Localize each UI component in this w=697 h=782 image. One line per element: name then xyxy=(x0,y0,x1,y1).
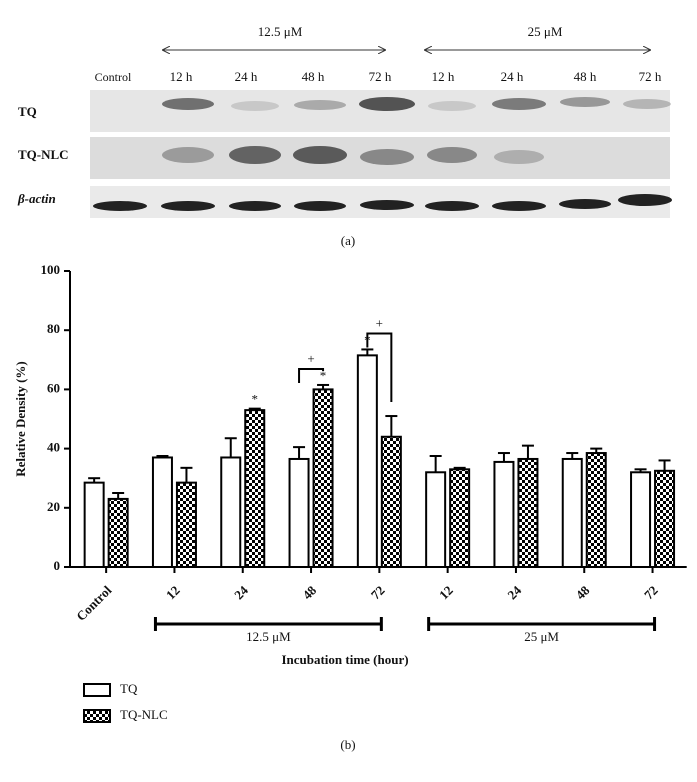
row-label: TQ xyxy=(18,104,37,119)
row-label: TQ-NLC xyxy=(18,147,69,162)
bar xyxy=(312,388,334,568)
bands xyxy=(93,97,672,211)
bar xyxy=(151,456,173,569)
legend-label: TQ-NLC xyxy=(120,707,168,722)
group-label: 12.5 μM xyxy=(246,629,291,644)
panel-caption: (b) xyxy=(340,737,355,752)
y-tick-label: 80 xyxy=(47,321,60,336)
lane-label: 24 h xyxy=(501,69,524,84)
bar xyxy=(380,435,402,569)
bar xyxy=(493,460,515,569)
bar xyxy=(175,481,197,569)
blot-strip xyxy=(90,90,670,132)
significance-mark: * xyxy=(252,392,259,407)
x-tick-label: 48 xyxy=(573,582,593,602)
blot-strip xyxy=(90,137,670,179)
blot-panel: 12.5 μM 25 μM Control 12 h 24 h 48 h 72 … xyxy=(17,24,672,248)
panel-caption: (a) xyxy=(341,233,355,248)
significance-mark: * xyxy=(320,368,327,383)
bar xyxy=(517,457,539,568)
comparison-mark: + xyxy=(307,351,314,366)
x-tick-label: 24 xyxy=(231,582,251,602)
y-tick-label: 100 xyxy=(41,262,61,277)
lane-label: 48 h xyxy=(302,69,325,84)
y-tick-label: 60 xyxy=(47,380,60,395)
x-tick-label: 48 xyxy=(299,582,319,602)
y-axis-label: Relative Density (%) xyxy=(13,361,28,477)
y-tick-label: 20 xyxy=(47,499,60,514)
bar xyxy=(561,457,583,568)
bar xyxy=(449,468,471,569)
x-tick-label: 24 xyxy=(504,582,524,602)
bar xyxy=(288,457,310,568)
concentration-label: 12.5 μM xyxy=(258,24,303,39)
comparison-bracket xyxy=(366,332,393,403)
row-label: β-actin xyxy=(17,191,56,206)
bar xyxy=(220,456,242,569)
x-tick-label: 72 xyxy=(368,583,388,603)
y-tick-label: 0 xyxy=(54,558,61,573)
lane-label: 72 h xyxy=(369,69,392,84)
lane-label: Control xyxy=(95,70,132,84)
x-tick-label: Control xyxy=(73,582,114,623)
bar xyxy=(356,354,378,568)
legend-swatch xyxy=(83,709,111,723)
bar xyxy=(83,481,105,569)
bar xyxy=(107,497,129,569)
lane-label: 12 h xyxy=(432,69,455,84)
concentration-label: 25 μM xyxy=(528,24,563,39)
comparison-bracket xyxy=(298,367,325,383)
bar xyxy=(630,471,652,568)
legend-swatch xyxy=(83,683,111,697)
x-axis-label: Incubation time (hour) xyxy=(281,652,408,667)
lane-label: 12 h xyxy=(170,69,193,84)
y-tick-label: 40 xyxy=(47,440,60,455)
comparison-mark: + xyxy=(376,315,383,330)
lane-label: 24 h xyxy=(235,69,258,84)
x-tick-label: 12 xyxy=(436,583,456,603)
lane-label: 48 h xyxy=(574,69,597,84)
x-tick-label: 12 xyxy=(163,583,183,603)
bar xyxy=(244,409,266,568)
bar xyxy=(654,469,676,568)
group-label: 25 μM xyxy=(524,629,559,644)
legend-label: TQ xyxy=(120,681,138,696)
bar xyxy=(425,471,447,568)
x-tick-label: 72 xyxy=(641,583,661,603)
bar xyxy=(585,452,607,569)
lane-label: 72 h xyxy=(639,69,662,84)
